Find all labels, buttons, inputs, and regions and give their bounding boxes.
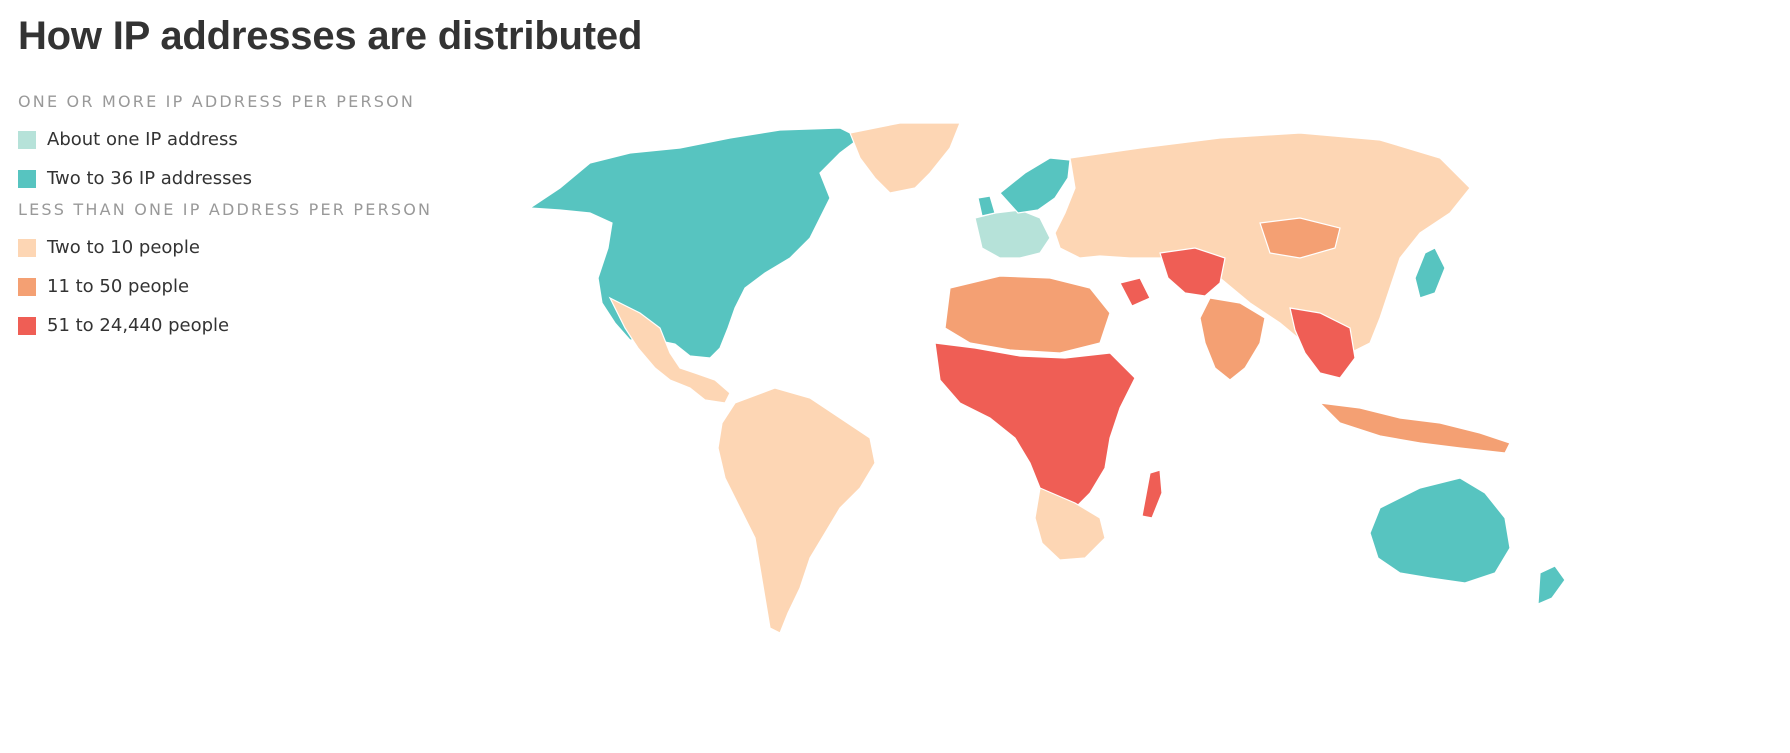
region-scandinavia-uk[interactable] — [977, 157, 1071, 217]
legend-swatch — [18, 130, 36, 149]
legend-item-about-one: About one IP address — [18, 120, 488, 159]
region-central-africa[interactable] — [934, 342, 1136, 514]
region-japan-korea[interactable] — [1414, 247, 1446, 299]
legend-item-11-to-50: 11 to 50 people — [18, 267, 488, 306]
region-indonesia[interactable] — [1318, 402, 1511, 454]
region-south-america[interactable] — [717, 387, 876, 634]
legend-swatch — [18, 238, 36, 257]
region-australia[interactable] — [1369, 477, 1511, 584]
region-south-asia[interactable] — [1199, 297, 1266, 381]
legend-item-two-to-36: Two to 36 IP addresses — [18, 159, 488, 198]
region-afghanistan-pakistan[interactable] — [1119, 247, 1226, 307]
legend-item-label: Two to 10 people — [47, 237, 200, 258]
region-new-zealand[interactable] — [1537, 565, 1566, 605]
legend-item-label: Two to 36 IP addresses — [47, 168, 252, 189]
world-map — [528, 122, 1566, 634]
legend-swatch — [18, 316, 36, 335]
legend-item-label: 51 to 24,440 people — [47, 315, 230, 336]
legend-item-label: About one IP address — [47, 129, 238, 150]
legend-swatch — [18, 169, 36, 188]
region-madagascar[interactable] — [1141, 469, 1163, 519]
legend-item-label: 11 to 50 people — [47, 276, 190, 297]
region-southeast-asia[interactable] — [1289, 307, 1356, 379]
region-greenland[interactable] — [849, 122, 961, 194]
legend-item-two-to-10: Two to 10 people — [18, 228, 488, 267]
region-north-africa[interactable] — [944, 275, 1111, 354]
legend-swatch — [18, 277, 36, 296]
region-mexico-central-america[interactable] — [608, 296, 731, 404]
legend-item-51-to-24440: 51 to 24,440 people — [18, 306, 488, 345]
legend-group-label-less-than-one: LESS THAN ONE IP ADDRESS PER PERSON — [18, 200, 433, 219]
map-legend: ONE OR MORE IP ADDRESS PER PERSON About … — [18, 92, 488, 345]
region-mongolia[interactable] — [1259, 217, 1341, 259]
region-southern-africa[interactable] — [1034, 487, 1106, 561]
region-western-europe[interactable] — [974, 209, 1051, 259]
legend-group-label-one-or-more: ONE OR MORE IP ADDRESS PER PERSON — [18, 92, 416, 111]
page-title: How IP addresses are distributed — [18, 14, 643, 58]
region-north-america[interactable] — [528, 127, 862, 359]
